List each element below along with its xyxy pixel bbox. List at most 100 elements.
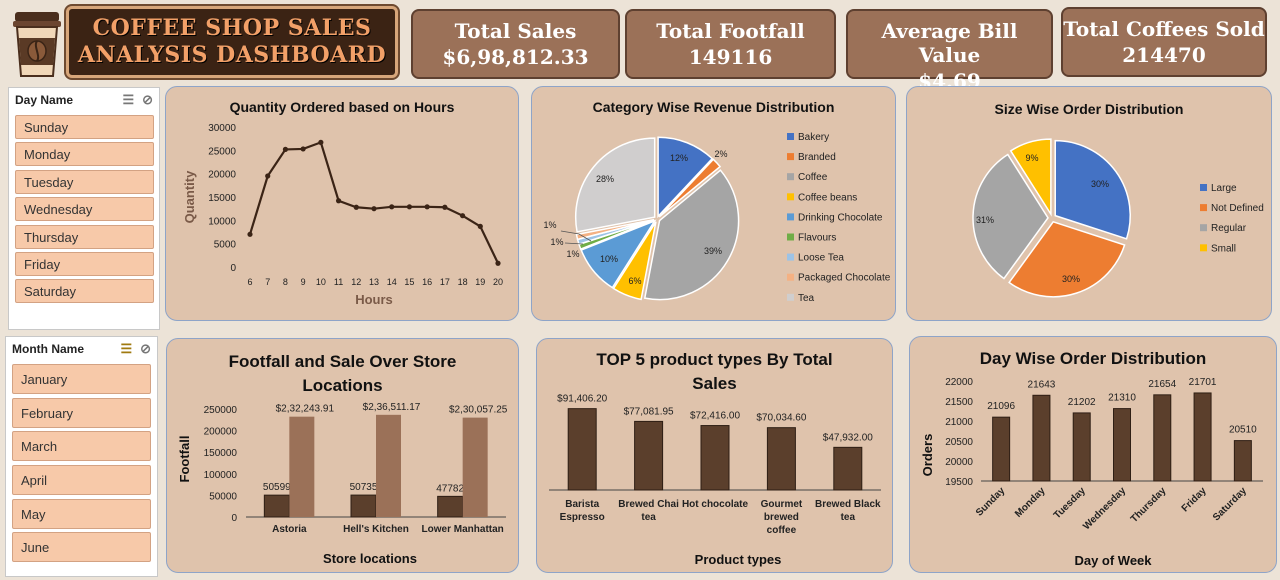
bar bbox=[462, 417, 488, 517]
y-tick-label: 15000 bbox=[208, 193, 236, 204]
slice-label: 28% bbox=[596, 174, 614, 184]
legend-swatch bbox=[1200, 204, 1207, 212]
slicer-item-may[interactable]: May bbox=[12, 499, 151, 529]
x-tick-label: 9 bbox=[301, 277, 306, 287]
pie-slice bbox=[580, 219, 657, 289]
size-pie-chart-panel: Size Wise Order Distribution 30% Large 30%… bbox=[906, 86, 1272, 321]
slice-label: 1% bbox=[543, 220, 556, 230]
bar bbox=[437, 495, 464, 518]
data-point bbox=[424, 204, 430, 210]
slicer-item-tuesday[interactable]: Tuesday bbox=[15, 170, 154, 194]
y-tick-label: 200000 bbox=[204, 427, 238, 438]
x-tick-label: Gourmet bbox=[761, 499, 803, 510]
slicer-item-friday[interactable]: Friday bbox=[15, 252, 154, 276]
x-tick-label: Brewed Black bbox=[815, 499, 881, 510]
x-tick-label: brewed bbox=[764, 512, 799, 523]
y-axis-label: Footfall bbox=[177, 436, 192, 483]
data-label: $77,081.95 bbox=[624, 406, 674, 417]
data-point bbox=[459, 213, 466, 219]
data-label: $70,034.60 bbox=[756, 413, 806, 424]
kpi-label: Total Sales bbox=[454, 19, 577, 43]
legend-swatch bbox=[787, 173, 794, 181]
legend-label: Packaged Chocolate bbox=[798, 273, 891, 284]
kpi-value: 214470 bbox=[1122, 43, 1206, 67]
slice-label: 12% bbox=[670, 153, 688, 163]
pie-slice bbox=[612, 221, 657, 301]
legend-swatch bbox=[787, 233, 794, 241]
y-tick-label: 5000 bbox=[214, 240, 237, 251]
chart-title: Category Wise Revenue Distribution bbox=[592, 99, 835, 115]
slicer-item-march[interactable]: March bbox=[12, 431, 151, 461]
kpi-value: 149116 bbox=[688, 45, 773, 69]
x-tick-label: 18 bbox=[458, 277, 468, 287]
y-tick-label: 19500 bbox=[945, 477, 973, 488]
slice-label: 1% bbox=[566, 249, 579, 259]
bar bbox=[289, 416, 315, 517]
x-tick-label: Astoria bbox=[272, 524, 307, 535]
slicer-item-wednesday[interactable]: Wednesday bbox=[15, 197, 154, 221]
x-tick-label: 11 bbox=[334, 277, 343, 287]
chart-title-line-2: Sales bbox=[692, 374, 737, 393]
slicer-item-monday[interactable]: Monday bbox=[15, 142, 154, 166]
pie-slice bbox=[657, 136, 714, 219]
x-tick-label: 17 bbox=[440, 277, 450, 287]
data-point bbox=[371, 206, 377, 212]
legend-swatch bbox=[1200, 224, 1207, 232]
legend-swatch bbox=[1200, 184, 1207, 191]
slicer-item-june[interactable]: June bbox=[12, 532, 151, 562]
pie-slice bbox=[972, 153, 1049, 280]
clear-filter-icon[interactable]: ⊘ bbox=[140, 341, 151, 356]
data-point bbox=[442, 204, 448, 210]
legend-label: Loose Tea bbox=[798, 253, 844, 264]
slicer-item-saturday[interactable]: Saturday bbox=[15, 279, 154, 303]
data-label: 21654 bbox=[1148, 379, 1176, 390]
x-tick-label: Friday bbox=[1180, 485, 1209, 514]
slice-label: 1% bbox=[550, 237, 563, 247]
slicer-title: Day Name bbox=[15, 93, 74, 107]
y-tick-label: 20000 bbox=[945, 457, 973, 468]
slice-label: 10% bbox=[600, 254, 618, 264]
y-tick-label: 30000 bbox=[208, 123, 236, 134]
slicer-item-april[interactable]: April bbox=[12, 465, 151, 495]
y-tick-label: 25000 bbox=[208, 146, 236, 157]
bar bbox=[376, 414, 401, 517]
bar bbox=[766, 427, 796, 491]
data-label: $91,406.20 bbox=[557, 394, 607, 405]
data-point bbox=[406, 204, 413, 210]
data-label: $72,416.00 bbox=[690, 411, 740, 422]
slicer-item-february[interactable]: February bbox=[12, 398, 151, 428]
size-pie-chart: 30% Large 30% Not Defined 31% Regular 9% Small bbox=[972, 138, 1264, 298]
x-tick-label: Barista bbox=[565, 499, 599, 510]
y-tick-label: 50000 bbox=[209, 491, 237, 502]
data-label: 50599 bbox=[263, 482, 291, 493]
slice-label: 30% bbox=[1091, 179, 1109, 189]
slice-label: 31% bbox=[976, 215, 994, 225]
slicer-item-thursday[interactable]: Thursday bbox=[15, 225, 154, 249]
x-tick-label: Brewed Chai bbox=[618, 499, 679, 510]
multi-select-icon[interactable]: ☰ bbox=[122, 92, 135, 107]
x-tick-label: tea bbox=[641, 512, 656, 523]
top-products-chart-panel: TOP 5 product types By Total Sales $91,4… bbox=[536, 338, 893, 573]
data-point bbox=[300, 146, 306, 152]
slice-label: 9% bbox=[1025, 153, 1038, 163]
multi-select-icon[interactable]: ☰ bbox=[120, 341, 133, 356]
x-tick-label: Wednesday bbox=[1081, 485, 1128, 532]
chart-title-line-2: Locations bbox=[302, 376, 383, 395]
kpi-value: $6,98,812.33 bbox=[442, 45, 589, 69]
y-tick-label: 10000 bbox=[208, 216, 236, 227]
x-tick-label: Monday bbox=[1013, 485, 1048, 520]
slicer-item-sunday[interactable]: Sunday bbox=[15, 115, 154, 139]
chart-title-line-1: Footfall and Sale Over Store bbox=[228, 352, 457, 371]
data-point bbox=[495, 260, 501, 266]
data-label: $2,36,511.17 bbox=[363, 402, 421, 413]
data-point bbox=[477, 223, 483, 229]
coffee-cup-logo-icon bbox=[12, 10, 62, 80]
slicer-item-january[interactable]: January bbox=[12, 364, 151, 394]
slice-label: 30% bbox=[1062, 274, 1080, 284]
data-point bbox=[389, 204, 395, 210]
y-axis-label: Quantity bbox=[182, 170, 197, 223]
clear-filter-icon[interactable]: ⊘ bbox=[142, 92, 153, 107]
kpi-label: Average Bill Value bbox=[881, 19, 1018, 67]
legend-swatch bbox=[1200, 244, 1207, 252]
x-tick-label: Sunday bbox=[974, 485, 1008, 519]
